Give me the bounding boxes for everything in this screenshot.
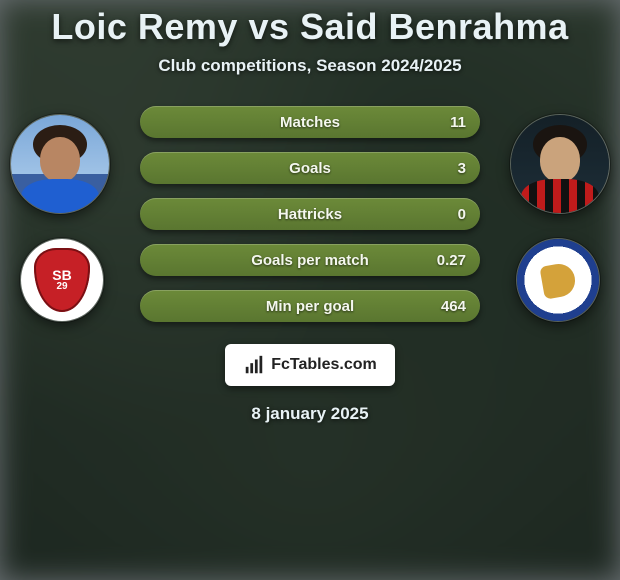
club-right-crest xyxy=(516,238,600,322)
source-badge[interactable]: FcTables.com xyxy=(225,344,395,386)
stat-label: Hattricks xyxy=(278,206,342,223)
date-label: 8 january 2025 xyxy=(251,404,368,424)
player-left-placeholder xyxy=(11,115,109,213)
stat-bar: Goals 3 xyxy=(140,152,480,184)
club-left-crest: SB 29 xyxy=(20,238,104,322)
stat-value-right: 464 xyxy=(441,298,466,315)
stat-bar: Matches 11 xyxy=(140,106,480,138)
stat-label: Goals per match xyxy=(251,252,369,269)
comparison-area: SB 29 Matches 11 Goals 3 Hattricks 0 xyxy=(0,106,620,322)
player-left-avatar xyxy=(10,114,110,214)
page-title: Loic Remy vs Said Benrahma xyxy=(51,6,568,48)
stat-value-right: 3 xyxy=(458,160,466,177)
stat-label: Goals xyxy=(289,160,331,177)
club-right-lion-icon xyxy=(539,261,577,299)
stat-value-right: 0.27 xyxy=(437,252,466,269)
club-left-crest-graphic: SB 29 xyxy=(21,239,103,321)
stat-value-right: 0 xyxy=(458,206,466,223)
subtitle: Club competitions, Season 2024/2025 xyxy=(158,56,461,76)
stat-label: Min per goal xyxy=(266,298,354,315)
source-badge-text: FcTables.com xyxy=(271,356,377,374)
bar-chart-icon xyxy=(243,354,265,376)
content-root: Loic Remy vs Said Benrahma Club competit… xyxy=(0,0,620,580)
stat-bar: Hattricks 0 xyxy=(140,198,480,230)
stat-bar: Goals per match 0.27 xyxy=(140,244,480,276)
player-right-avatar xyxy=(510,114,610,214)
stat-label: Matches xyxy=(280,114,340,131)
club-left-sub: 29 xyxy=(56,282,67,292)
stat-value-right: 11 xyxy=(450,114,466,131)
player-right-placeholder xyxy=(511,115,609,213)
stat-bar: Min per goal 464 xyxy=(140,290,480,322)
club-left-short: SB xyxy=(52,268,71,282)
player-left-jersey xyxy=(21,179,99,214)
stat-bars: Matches 11 Goals 3 Hattricks 0 Goals per… xyxy=(140,106,480,322)
player-right-jersey xyxy=(521,179,599,214)
club-right-crest-graphic xyxy=(517,239,599,321)
